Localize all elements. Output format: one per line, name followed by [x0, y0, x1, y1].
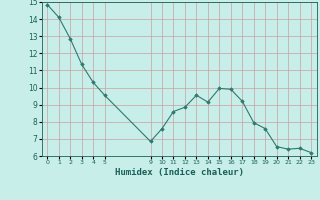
X-axis label: Humidex (Indice chaleur): Humidex (Indice chaleur)	[115, 168, 244, 177]
